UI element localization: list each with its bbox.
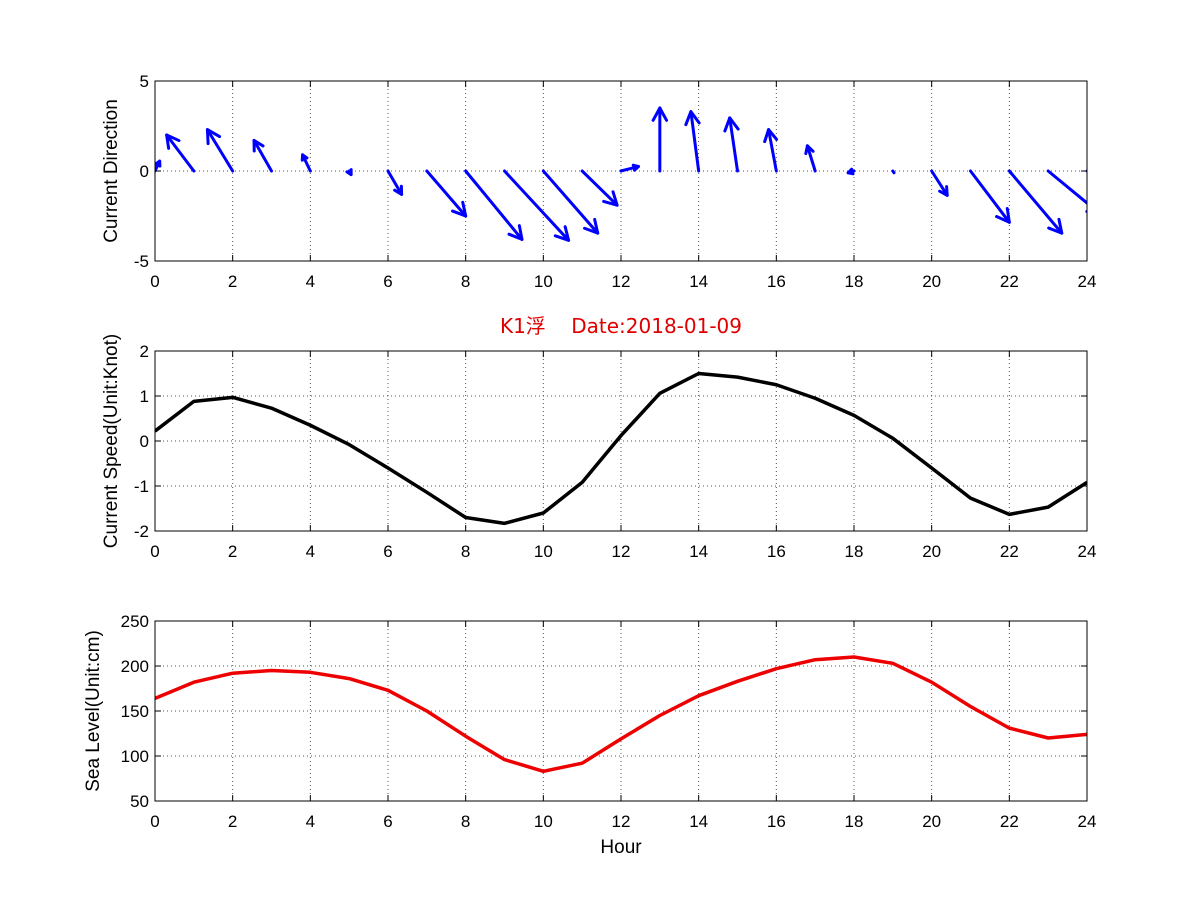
- x-tick-label: 24: [1078, 812, 1097, 831]
- y-tick-label: 1: [140, 387, 149, 406]
- x-tick-label: 16: [767, 272, 786, 291]
- x-tick-label: 18: [845, 272, 864, 291]
- quiver-arrow: [684, 110, 701, 173]
- x-tick-label: 12: [612, 542, 631, 561]
- x-tick-label: 14: [689, 272, 708, 291]
- chart-title: K1浮 Date:2018-01-09: [500, 314, 742, 338]
- series-line: [155, 655, 1087, 774]
- quiver-arrow: [205, 128, 235, 173]
- y-tick-label: 100: [121, 747, 149, 766]
- x-tick-label: 18: [845, 812, 864, 831]
- sea-level-series: [155, 655, 1087, 774]
- y-axis-label: Current Speed(Unit:Knot): [101, 334, 122, 548]
- quiver-arrow: [165, 133, 196, 173]
- y-tick-label: 0: [140, 432, 149, 451]
- series-line: [155, 371, 1087, 526]
- x-tick-label: 2: [228, 542, 237, 561]
- tick-labels: 0 2 4 6 8 10 12 14 16 18 20 22 24-505: [134, 72, 1097, 291]
- quiver-arrow: [252, 138, 273, 173]
- x-tick-label: 22: [1000, 272, 1019, 291]
- quiver-arrow: [1085, 169, 1087, 173]
- quiver-arrow: [891, 169, 896, 175]
- x-tick-label: 2: [228, 272, 237, 291]
- current-speed-panel: K1浮 Date:2018-01-09 0 2 4 6 8 10 12 14 16 18 20 22 2…: [101, 314, 1096, 561]
- x-tick-label: 16: [767, 542, 786, 561]
- y-tick-label: 5: [140, 72, 149, 91]
- x-tick-label: 4: [306, 812, 315, 831]
- quiver-arrow: [651, 106, 669, 173]
- current-direction-panel: 0 2 4 6 8 10 12 14 16 18 20 22 24-505 Current Direct…: [101, 72, 1097, 291]
- x-tick-label: 14: [689, 812, 708, 831]
- quiver-arrow: [723, 116, 740, 173]
- quiver-arrow: [969, 169, 1011, 224]
- x-tick-label: 12: [612, 812, 631, 831]
- quiver-arrow: [425, 169, 468, 218]
- x-axis-label: Hour: [600, 837, 642, 858]
- x-tick-label: 8: [461, 542, 470, 561]
- x-tick-label: 8: [461, 812, 470, 831]
- x-tick-label: 20: [922, 542, 941, 561]
- x-tick-label: 6: [383, 542, 392, 561]
- y-tick-label: 2: [140, 342, 149, 361]
- x-tick-label: 20: [922, 272, 941, 291]
- x-tick-label: 0: [150, 272, 159, 291]
- quiver-arrow: [1007, 169, 1064, 235]
- y-axis-label: Current Direction: [101, 99, 122, 243]
- y-tick-label: 250: [121, 612, 149, 631]
- y-tick-label: -2: [134, 522, 149, 541]
- x-tick-label: 24: [1078, 272, 1097, 291]
- x-tick-label: 10: [534, 812, 553, 831]
- quiver-arrow: [386, 169, 404, 196]
- x-tick-label: 20: [922, 812, 941, 831]
- quiver-arrow: [300, 153, 312, 173]
- speed-series: [155, 371, 1087, 526]
- y-tick-label: -1: [134, 477, 149, 496]
- quiver-arrow: [503, 169, 571, 242]
- x-tick-label: 6: [383, 272, 392, 291]
- x-tick-label: 14: [689, 542, 708, 561]
- quiver-arrow: [580, 169, 619, 207]
- y-tick-label: 50: [130, 792, 149, 811]
- y-axis-label: Sea Level(Unit:cm): [83, 630, 104, 792]
- x-tick-label: 2: [228, 812, 237, 831]
- x-tick-label: 4: [306, 272, 315, 291]
- x-tick-label: 8: [461, 272, 470, 291]
- quiver-arrow: [1046, 169, 1087, 214]
- x-tick-label: 22: [1000, 542, 1019, 561]
- grid: [155, 351, 1087, 531]
- x-tick-label: 22: [1000, 812, 1019, 831]
- y-tick-label: 0: [140, 162, 149, 181]
- quiver-arrow: [155, 159, 162, 173]
- x-tick-label: 10: [534, 272, 553, 291]
- quiver-arrow: [930, 169, 949, 197]
- quiver-arrow: [541, 169, 600, 235]
- quiver-arrow: [464, 169, 524, 241]
- quiver-arrow: [619, 163, 640, 173]
- x-tick-label: 0: [150, 542, 159, 561]
- x-tick-label: 12: [612, 272, 631, 291]
- x-tick-label: 0: [150, 812, 159, 831]
- x-tick-label: 18: [845, 542, 864, 561]
- grid: [155, 621, 1087, 801]
- x-tick-label: 10: [534, 542, 553, 561]
- quiver-arrows: [155, 106, 1087, 242]
- quiver-arrow: [804, 144, 817, 173]
- y-tick-label: 150: [121, 702, 149, 721]
- x-tick-label: 24: [1078, 542, 1097, 561]
- x-tick-label: 4: [306, 542, 315, 561]
- y-tick-label: 200: [121, 657, 149, 676]
- quiver-arrow: [345, 168, 353, 177]
- x-tick-label: 6: [383, 812, 392, 831]
- quiver-arrow: [763, 128, 779, 173]
- y-tick-label: -5: [134, 252, 149, 271]
- x-tick-label: 16: [767, 812, 786, 831]
- quiver-arrow: [846, 167, 856, 176]
